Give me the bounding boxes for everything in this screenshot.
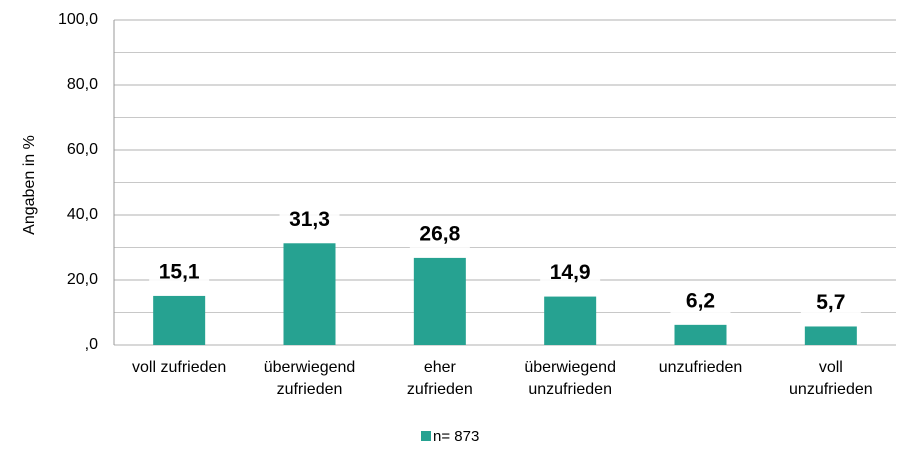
x-tick-label: eher zufrieden <box>407 359 473 398</box>
y-tick-label: 40,0 <box>67 206 98 223</box>
value-label-bg <box>279 205 340 234</box>
x-tick-label-line: unzufrieden <box>528 381 612 398</box>
x-tick-label-line: eher <box>424 359 457 376</box>
value-label-bg <box>540 258 601 287</box>
value-label: 26,8 <box>419 222 460 245</box>
value-label: 5,7 <box>816 291 845 314</box>
value-label-bg <box>800 288 861 317</box>
value-label: 31,3 <box>289 208 330 231</box>
x-tick-label-line: überwiegend <box>524 359 616 376</box>
x-tick-label-line: zufrieden <box>277 381 343 398</box>
value-label-bg <box>409 219 470 248</box>
y-tick-label: 60,0 <box>67 141 98 158</box>
x-tick-label-line: unzufrieden <box>659 359 743 376</box>
y-tick-label: 100,0 <box>58 11 98 28</box>
y-tick-label: ,0 <box>85 336 98 353</box>
value-label: 14,9 <box>550 261 591 284</box>
legend-swatch <box>421 431 431 441</box>
x-tick-label-line: voll zufrieden <box>132 359 226 376</box>
bar <box>283 243 336 345</box>
y-tick-label: 80,0 <box>67 76 98 93</box>
x-tick-label: voll zufrieden <box>132 359 226 376</box>
x-tick-label: voll unzufrieden <box>789 359 873 398</box>
value-label: 6,2 <box>686 289 715 312</box>
value-label-bg <box>149 257 210 286</box>
x-tick-label-line: zufrieden <box>407 381 473 398</box>
x-tick-label-line: unzufrieden <box>789 381 873 398</box>
x-tick-label: überwiegend zufrieden <box>264 359 356 398</box>
value-label: 15,1 <box>159 260 200 283</box>
bar <box>674 324 727 345</box>
x-tick-label-line: voll <box>819 359 843 376</box>
value-label-bg <box>670 286 731 315</box>
bar <box>153 295 206 345</box>
bar <box>544 296 597 345</box>
x-tick-label-line: überwiegend <box>264 359 356 376</box>
y-axis-label: Angaben in % <box>21 135 38 235</box>
x-tick-label: unzufrieden <box>659 359 743 376</box>
y-tick-label: 20,0 <box>67 271 98 288</box>
x-tick-label: überwiegend unzufrieden <box>524 359 616 398</box>
legend-label: n= 873 <box>433 428 479 445</box>
bar <box>804 326 857 345</box>
bar <box>413 257 466 345</box>
